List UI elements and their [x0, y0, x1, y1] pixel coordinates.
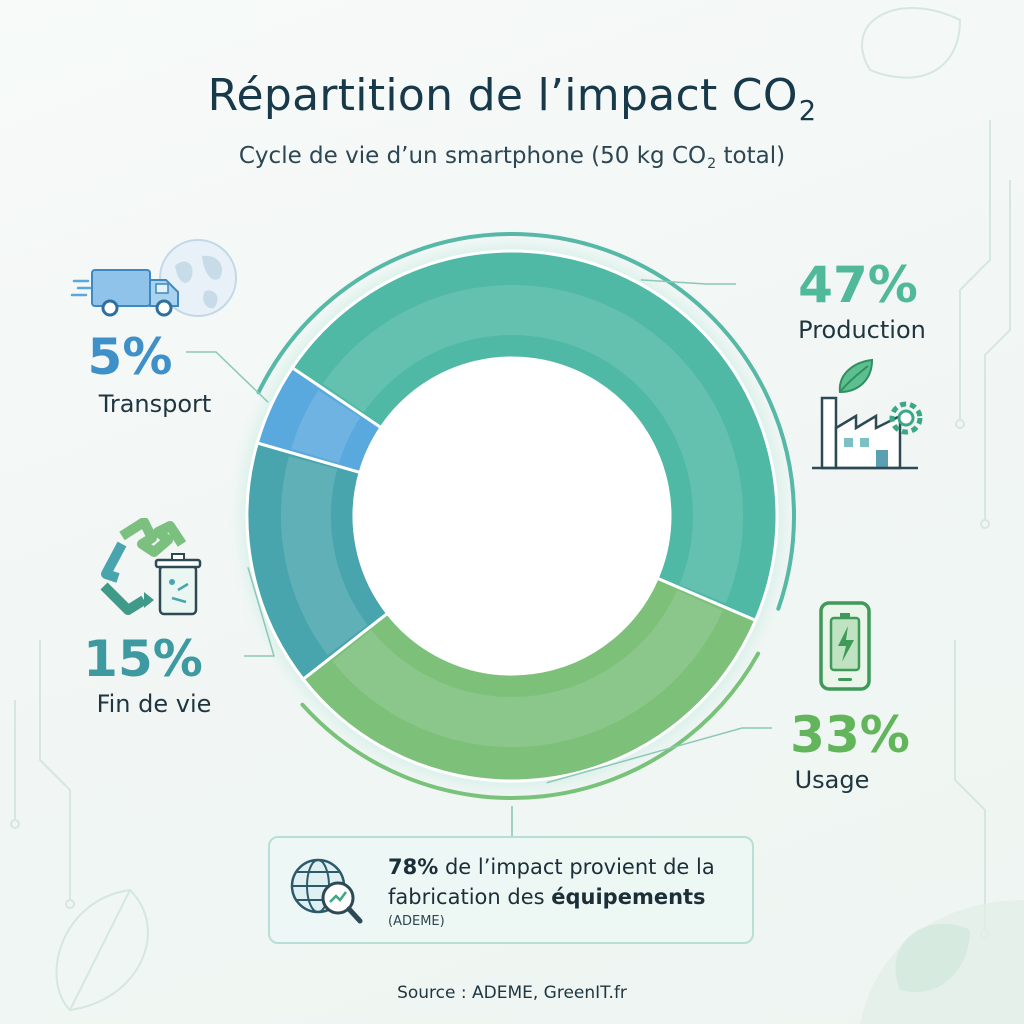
slice-usage-highlight: [332, 589, 723, 747]
factory-icon: [812, 358, 923, 470]
usage-percent: 33%: [790, 706, 910, 764]
callout-text: 78% de l’impact provient de la fabricati…: [388, 852, 748, 932]
usage-label: Usage: [795, 766, 870, 794]
recycle-icon: [100, 518, 202, 616]
slice-usage-leader: [546, 727, 772, 784]
transport-percent: 5%: [88, 328, 173, 386]
slice-end-of-life-highlight: [281, 456, 368, 656]
production-percent: 47%: [798, 256, 918, 314]
smartphone-battery-icon: [819, 601, 871, 691]
production-arc: [256, 232, 796, 611]
truck-globe-icon: [70, 239, 237, 317]
callout-source: (ADEME): [388, 914, 445, 929]
slice-transport-highlight: [291, 390, 361, 464]
production-label: Production: [798, 316, 926, 344]
donut-hole: [354, 358, 670, 674]
footer-source: Source : ADEME, GreenIT.fr: [397, 983, 627, 1003]
slice-end-of-life-leader: [244, 567, 276, 657]
transport-label: Transport: [98, 390, 212, 418]
globe-search-icon: [290, 858, 363, 924]
slice-production-highlight: [322, 285, 743, 604]
end-of-life-percent: 15%: [83, 630, 203, 688]
slice-transport-leader: [186, 351, 269, 403]
end-of-life-label: Fin de vie: [97, 690, 212, 718]
callout-box: 78% de l’impact provient de la fabricati…: [268, 836, 754, 944]
chart-title: Répartition de l’impact CO2: [207, 70, 817, 127]
usage-arc: [300, 651, 761, 800]
chart-subtitle: Cycle de vie d’un smartphone (50 kg CO2 …: [238, 143, 786, 172]
slice-production-leader: [640, 279, 736, 285]
